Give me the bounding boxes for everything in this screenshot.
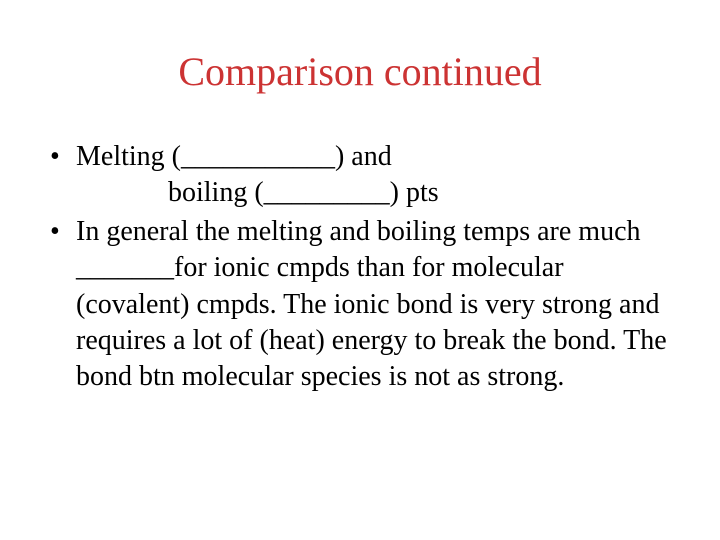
bullet-item: • Melting (___________) and boiling (___…	[48, 139, 672, 212]
bullet-item: • In general the melting and boiling tem…	[48, 214, 672, 396]
bullet-body: In general the melting and boiling temps…	[76, 214, 672, 396]
bullet-marker: •	[48, 214, 76, 250]
bullet-body: Melting (___________) and boiling (_____…	[76, 139, 672, 212]
bullet-marker: •	[48, 139, 76, 175]
bullet-line: Melting (___________) and	[76, 139, 672, 175]
bullet-line: In general the melting and boiling temps…	[76, 214, 672, 396]
bullet-line: boiling (_________) pts	[76, 175, 672, 211]
bullet-list: • Melting (___________) and boiling (___…	[48, 139, 672, 396]
slide-title: Comparison continued	[48, 48, 672, 95]
slide-title-text: Comparison continued	[178, 49, 541, 94]
